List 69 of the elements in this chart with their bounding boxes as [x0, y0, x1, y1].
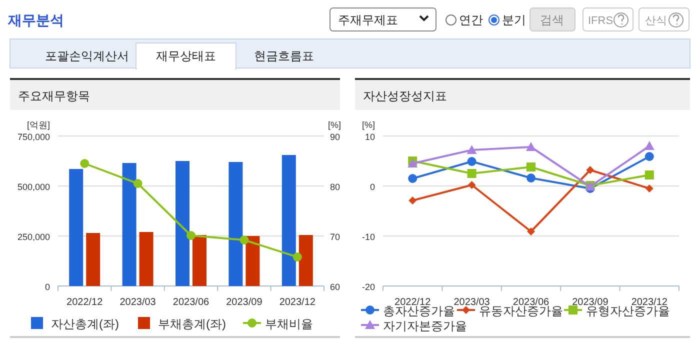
text: 산식 — [645, 15, 667, 27]
text: 포괄손익계산서 — [45, 49, 129, 63]
y-axis-title: [%] — [362, 120, 375, 130]
point — [133, 179, 142, 188]
point — [240, 236, 249, 244]
legend-label: 자기자본증가율 — [383, 319, 467, 333]
bar — [86, 233, 100, 286]
text: 연간 — [459, 13, 483, 27]
text: 재무분석 — [7, 12, 64, 28]
point — [526, 174, 536, 182]
legend-label: 부채총계(좌) — [158, 317, 226, 331]
y-tick-label: 500,000 — [17, 182, 50, 192]
point — [644, 152, 654, 161]
legend-label: 부채비율 — [265, 317, 313, 331]
y-tick-label: 0 — [370, 182, 375, 192]
x-tick-label: 2023/09 — [226, 297, 263, 308]
legend-label: 유형자산증가율 — [586, 304, 670, 318]
x-tick-label: 2023/03 — [120, 297, 156, 308]
bar — [298, 235, 313, 286]
point — [466, 145, 477, 154]
point — [468, 181, 476, 189]
point — [408, 174, 418, 183]
point — [526, 142, 536, 151]
point — [408, 196, 417, 204]
bar — [122, 163, 136, 286]
point — [526, 162, 536, 172]
bar — [69, 169, 84, 286]
y2-tick-label: 80 — [330, 182, 340, 192]
bar — [246, 236, 260, 286]
y-axis-title: [억원] — [26, 120, 50, 130]
bar — [192, 235, 206, 286]
legend-label: 총자산증가율 — [383, 304, 455, 318]
y-tick-label: 250,000 — [17, 232, 50, 242]
x-tick-label: 2022/12 — [66, 297, 104, 308]
text: 재무상태표 — [156, 49, 216, 63]
y-tick-label: -10 — [362, 232, 375, 242]
text: 분기 — [502, 13, 526, 27]
point — [80, 159, 90, 168]
text: 검색 — [540, 13, 564, 27]
text: IFRS — [588, 15, 614, 27]
legend-label: 유동자산증가율 — [479, 304, 563, 318]
legend-label: 자산총계(좌) — [51, 317, 119, 331]
chart-title: 자산성장성지표 — [363, 89, 447, 103]
point — [644, 170, 654, 180]
y2-tick-label: 60 — [330, 282, 340, 292]
chart-title: 주요재무항목 — [18, 89, 90, 103]
y-tick-label: 0 — [44, 282, 50, 292]
bar — [139, 232, 154, 286]
bar — [282, 155, 296, 286]
y2-tick-label: 90 — [330, 132, 340, 142]
bar — [176, 161, 190, 286]
x-tick-label: 2023/06 — [172, 297, 210, 308]
text: 주재무제표 — [338, 13, 398, 27]
x-tick-label: 2023/12 — [279, 297, 316, 308]
point — [467, 169, 476, 178]
point — [467, 157, 476, 166]
y-tick-label: 10 — [364, 132, 375, 142]
text: 현금흐름표 — [254, 49, 314, 63]
y2-axis-title: [%] — [328, 120, 342, 130]
bar — [228, 162, 243, 286]
point — [645, 184, 654, 192]
point — [186, 231, 196, 240]
y-tick-label: 750,000 — [17, 132, 50, 142]
point — [292, 252, 302, 262]
point — [527, 228, 535, 236]
point — [586, 166, 594, 174]
point — [644, 141, 654, 150]
y2-tick-label: 70 — [330, 232, 340, 242]
y-tick-label: -20 — [362, 282, 375, 292]
